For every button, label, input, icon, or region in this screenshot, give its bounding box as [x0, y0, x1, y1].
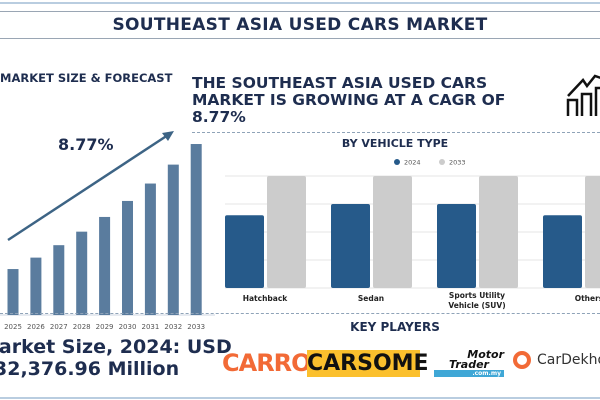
bar-2033-0 [267, 176, 306, 288]
trend-arrow-head [162, 131, 174, 141]
category-label: Sports Utility [449, 291, 505, 300]
legend-label-2033: 2033 [449, 159, 466, 167]
tick-label-2027: 2027 [50, 323, 68, 331]
bar-2024-3 [543, 215, 582, 288]
tick-label-2030: 2030 [119, 323, 137, 331]
bar-2024-0 [225, 215, 264, 288]
bar-2024-2 [437, 204, 476, 288]
bar-2029 [99, 216, 111, 315]
tick-label-2026: 2026 [27, 323, 45, 331]
motor-trader-logo: Motor Trader .com.my [434, 349, 504, 378]
bar-2033-3 [585, 176, 600, 288]
market-size-line1: Market Size, 2024: USD [0, 336, 232, 358]
cardekho-logo: CarDekho [537, 352, 600, 368]
cagr-headline: THE SOUTHEAST ASIA USED CARS MARKET IS G… [192, 74, 506, 126]
bar-2031 [144, 183, 156, 315]
carsome-logo: CARSOME [307, 350, 429, 377]
section-divider [0, 313, 600, 314]
bar-2025 [7, 269, 19, 315]
top-divider [0, 2, 600, 4]
page-title: SOUTHEAST ASIA USED CARS MARKET [0, 11, 600, 39]
house-growth-chart-icon [566, 74, 600, 116]
legend-marker-2033 [439, 159, 445, 165]
bar-2033-2 [479, 176, 518, 288]
bar-2032 [167, 164, 179, 315]
legend-marker-2024 [394, 159, 400, 165]
tick-label-2029: 2029 [96, 323, 114, 331]
trend-arrow [7, 133, 169, 242]
category-label: Hatchback [243, 294, 289, 303]
cardekho-logo-icon [513, 351, 531, 369]
carro-logo: CARRO [222, 349, 312, 377]
tick-label-2031: 2031 [141, 323, 159, 331]
vehicle-type-title: BY VEHICLE TYPE [341, 137, 449, 150]
bar-2033-1 [373, 176, 412, 288]
cagr-annotation: 8.77% [58, 135, 114, 154]
category-label: Others [575, 294, 600, 303]
tick-label-2025: 2025 [4, 323, 22, 331]
vehicle-type-bar-chart: 2024 2033 Hatchback Sedan Sports UtilityVehi… [225, 159, 600, 310]
bar-2028 [76, 231, 88, 315]
tick-label-2032: 2032 [164, 323, 182, 331]
market-size-line2: 32,376.96 Million [0, 358, 180, 380]
section-divider [192, 132, 600, 133]
legend-label-2024: 2024 [404, 159, 421, 167]
category-label: Sedan [358, 294, 384, 303]
bar-2030 [122, 200, 133, 315]
key-players-title: KEY PLAYERS [350, 320, 440, 334]
bar-2027 [53, 245, 65, 315]
bar-2024-1 [331, 204, 370, 288]
bar-2033 [190, 144, 202, 315]
tick-label-2028: 2028 [73, 323, 91, 331]
forecast-bar-chart: 2025 2026 2027 2028 2029 2030 2031 2032 2033 [0, 131, 215, 331]
market-size-forecast-title: MARKET SIZE & FORECAST [0, 71, 173, 85]
bottom-divider [0, 397, 600, 399]
category-label: Vehicle (SUV) [448, 301, 505, 310]
bar-2026 [30, 257, 42, 315]
tick-label-2033: 2033 [187, 323, 205, 331]
